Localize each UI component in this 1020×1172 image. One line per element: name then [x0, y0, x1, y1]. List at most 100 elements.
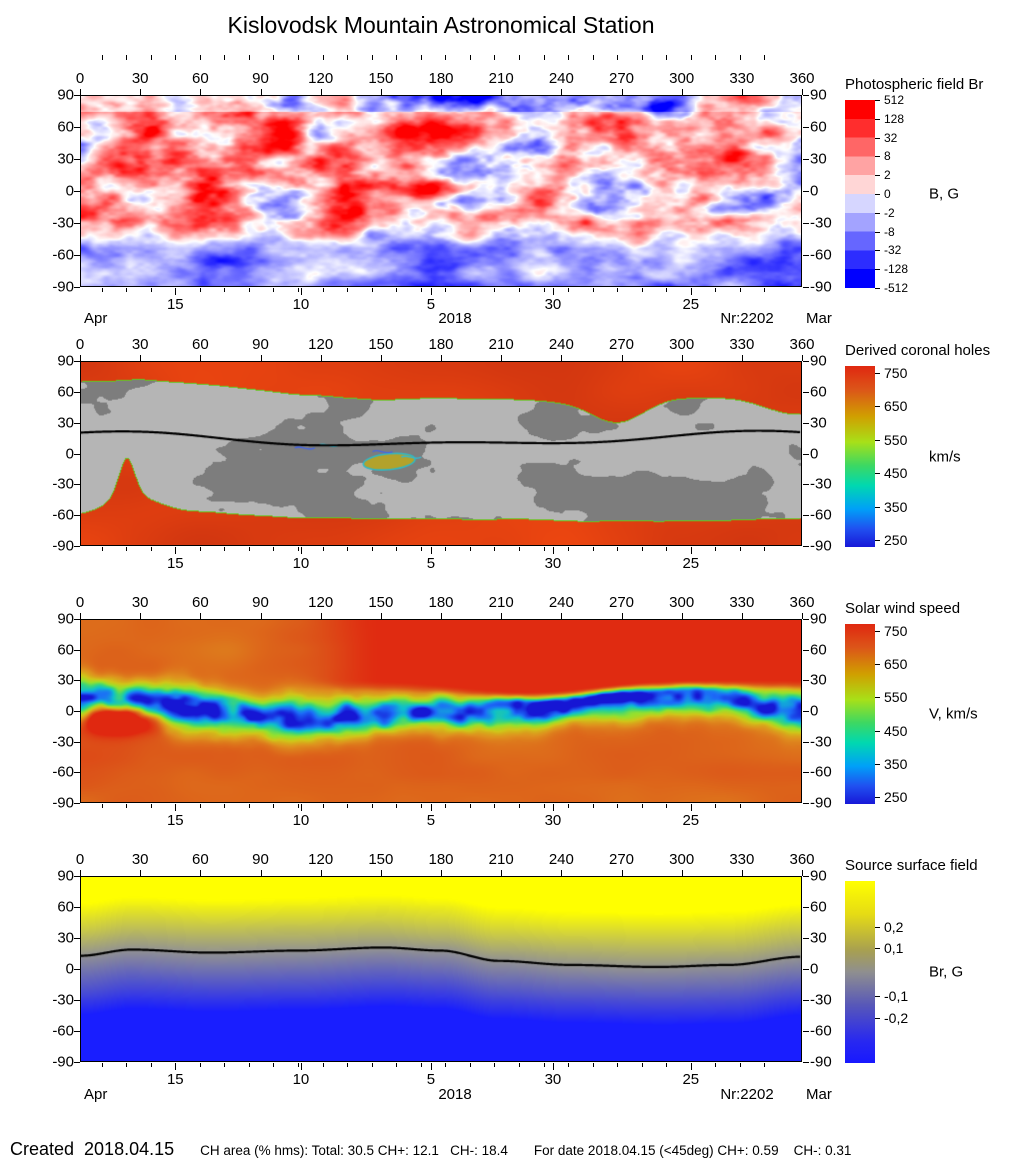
- y-tick-label: -60: [810, 506, 832, 524]
- day-tick-mark: [150, 1063, 152, 1067]
- day-tick-mark: [518, 55, 520, 60]
- colorbar-tick-label: 350: [884, 498, 908, 515]
- x-tick-label: 360: [789, 594, 815, 611]
- date-tick-label: 5: [426, 555, 436, 572]
- y-tick-mark: [74, 680, 80, 682]
- date-tick-label: 5: [426, 1071, 436, 1088]
- colorbar-tick-label: 550: [884, 689, 908, 706]
- date-tick-label: 15: [166, 555, 184, 572]
- y-tick-label: 90: [57, 610, 74, 628]
- x-tick-label: 120: [308, 594, 334, 611]
- colorbar-tick-label: 0: [884, 187, 891, 201]
- y-tick-label: -30: [810, 214, 832, 232]
- y-tick-label: 60: [810, 118, 827, 136]
- date-tick-mark: [300, 1063, 302, 1070]
- day-tick-mark: [322, 804, 324, 808]
- day-tick-mark: [126, 1063, 128, 1067]
- day-tick-mark: [592, 804, 594, 808]
- day-tick-mark: [715, 288, 717, 292]
- y-tick-label: -30: [810, 733, 832, 751]
- colorbar-tick-label: -0,2: [884, 1009, 909, 1026]
- y-tick-mark: [803, 803, 809, 804]
- x-tick-mark: [681, 613, 683, 619]
- day-tick-mark: [715, 547, 717, 551]
- x-tick-label: 0: [75, 336, 85, 353]
- x-tick-mark: [621, 355, 623, 361]
- date-tick-label: 10: [292, 1071, 310, 1088]
- day-tick-mark: [666, 1063, 668, 1067]
- day-tick-mark: [518, 804, 520, 808]
- y-tick-mark: [803, 680, 809, 682]
- day-tick-mark: [298, 804, 300, 808]
- x-tick-mark: [320, 355, 322, 361]
- rotation-number: Nr:2202: [720, 310, 774, 327]
- y-tick-label: -90: [810, 537, 832, 555]
- day-tick-mark: [150, 288, 152, 292]
- colorbar-tick-mark: [875, 439, 880, 441]
- x-tick-label: 30: [131, 336, 149, 353]
- date-tick-label: 5: [426, 296, 436, 313]
- x-tick-label: 240: [548, 70, 574, 87]
- y-tick-mark: [803, 191, 809, 192]
- x-tick-label: 90: [252, 594, 269, 611]
- y-tick-mark: [803, 484, 809, 486]
- x-tick-mark: [681, 355, 683, 361]
- colorbar-tick-mark: [875, 995, 880, 997]
- day-tick-mark: [592, 547, 594, 551]
- x-tick-mark: [501, 870, 503, 876]
- day-tick-mark: [543, 1063, 545, 1067]
- x-tick-mark: [621, 870, 623, 876]
- y-tick-mark: [803, 711, 809, 712]
- day-tick-mark: [445, 55, 447, 60]
- x-tick-label: 330: [729, 851, 755, 868]
- day-tick-mark: [150, 804, 152, 808]
- colorbar-tick-mark: [875, 175, 880, 177]
- date-tick-label: 25: [682, 555, 700, 572]
- x-tick-label: 0: [75, 594, 85, 611]
- day-tick-mark: [347, 288, 349, 292]
- coronal-holes-canvas: [81, 362, 801, 545]
- colorbar-tick-mark: [875, 948, 880, 950]
- y-tick-label: -30: [52, 733, 74, 751]
- date-tick-label: 15: [166, 296, 184, 313]
- day-tick-mark: [322, 547, 324, 551]
- date-tick-label: 15: [166, 1071, 184, 1088]
- date-axis-month-row: Apr 2018 Nr:2202 Mar: [0, 1086, 1020, 1104]
- day-tick-mark: [494, 55, 496, 60]
- day-tick-mark: [347, 804, 349, 808]
- day-tick-mark: [126, 55, 128, 60]
- day-tick-mark: [617, 804, 619, 808]
- x-tick-label: 60: [191, 594, 209, 611]
- x-tick-mark: [140, 613, 142, 619]
- y-tick-mark: [74, 741, 80, 743]
- colorbar-tick-label: 550: [884, 431, 908, 448]
- date-tick-mark: [552, 547, 554, 554]
- day-tick-mark: [273, 288, 275, 292]
- y-tick-mark: [74, 649, 80, 651]
- y-tick-label: -60: [52, 506, 74, 524]
- colorbar-gradient: [845, 100, 875, 288]
- for-date-stats: For date 2018.04.15 (<45deg) CH+: 0.59 C…: [533, 1143, 852, 1158]
- date-tick-mark: [430, 1063, 432, 1070]
- y-tick-mark: [74, 484, 80, 486]
- x-tick-label: 210: [488, 336, 514, 353]
- day-tick-mark: [592, 288, 594, 292]
- colorbar-gradient: [845, 881, 875, 1063]
- x-tick-label: 60: [191, 70, 209, 87]
- x-tick-label: 150: [368, 336, 394, 353]
- x-tick-mark: [380, 355, 382, 361]
- x-tick-label: 120: [308, 851, 334, 868]
- colorbar-tick-mark: [875, 730, 880, 732]
- y-tick-mark: [74, 159, 80, 160]
- y-tick-label: 60: [57, 383, 74, 401]
- day-tick-mark: [420, 55, 422, 60]
- y-tick-mark: [803, 223, 809, 224]
- x-tick-mark: [681, 870, 683, 876]
- y-tick-label: 60: [57, 641, 74, 659]
- colorbar-tick-mark: [875, 797, 880, 799]
- x-tick-mark: [501, 355, 503, 361]
- y-tick-label: 30: [57, 929, 74, 947]
- x-tick-label: 180: [428, 851, 454, 868]
- colorbar-unit: V, km/s: [929, 705, 978, 723]
- y-tick-label: 0: [810, 960, 819, 978]
